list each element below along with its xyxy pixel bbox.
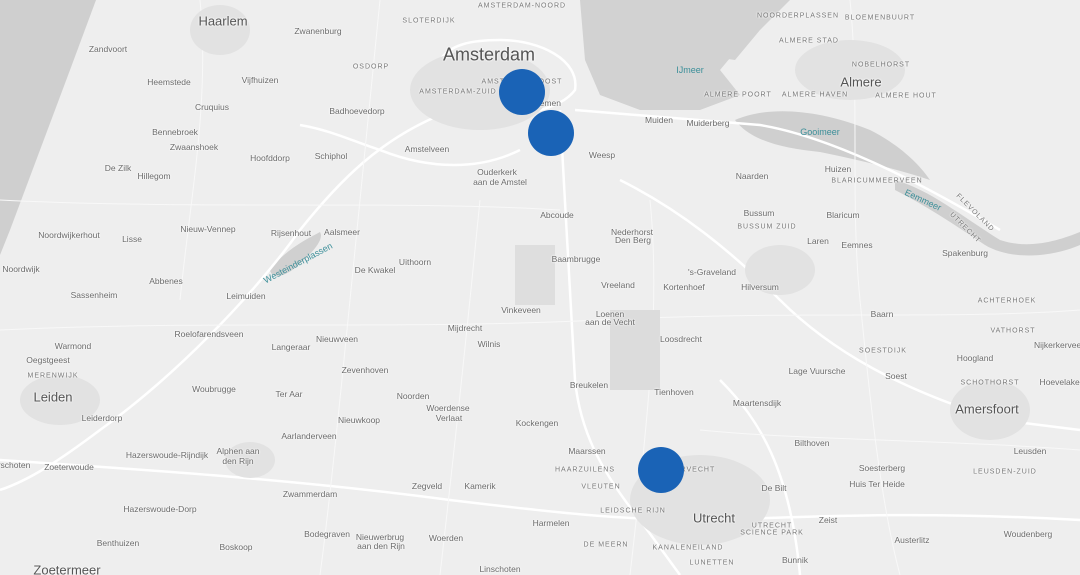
roads xyxy=(0,38,1080,575)
marker-utrecht-zuilen[interactable] xyxy=(638,447,684,493)
north-sea xyxy=(0,0,96,255)
eemmeer xyxy=(895,180,1080,256)
marker-amsterdam-oost[interactable] xyxy=(499,69,545,115)
westeinderplassen xyxy=(270,232,321,276)
markermeer-east xyxy=(640,0,790,60)
marker-amsterdam-duivendrecht[interactable] xyxy=(528,110,574,156)
